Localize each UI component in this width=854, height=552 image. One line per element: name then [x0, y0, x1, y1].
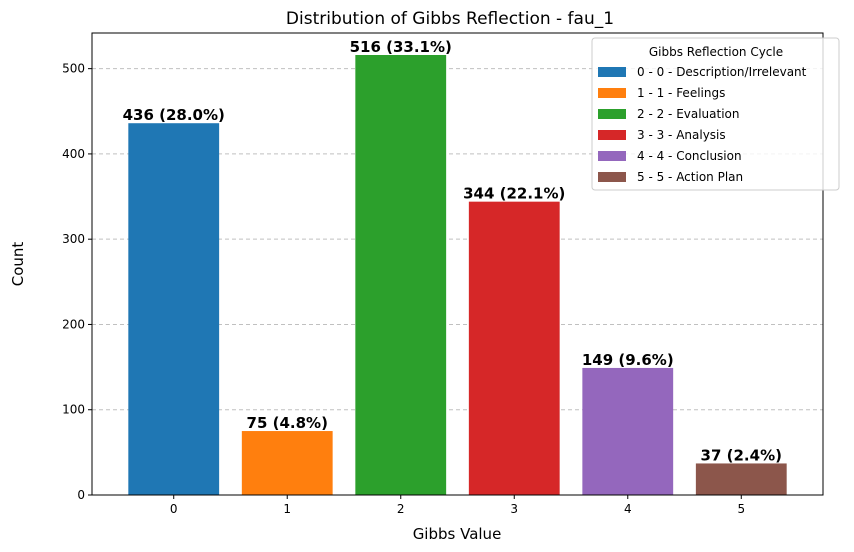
x-tick-label-2: 2 — [397, 502, 405, 516]
bar-1 — [241, 431, 333, 495]
y-tick-label-200: 200 — [62, 317, 85, 331]
bar-label-2: 516 (33.1%) — [350, 38, 452, 56]
bar-2 — [355, 55, 447, 495]
x-ticks: 0 1 2 3 4 5 — [170, 495, 745, 516]
bar-labels: 436 (28.0%) 75 (4.8%) 516 (33.1%) 344 (22.1… — [123, 38, 782, 464]
y-tick-label-300: 300 — [62, 232, 85, 246]
legend-swatch-0 — [598, 67, 626, 77]
x-axis-label: Gibbs Value — [413, 525, 502, 543]
bars — [128, 55, 787, 496]
y-ticks: 0 100 200 300 400 500 — [62, 62, 92, 502]
legend-entry-2: 2 - 2 - Evaluation — [637, 107, 740, 121]
x-tick-label-3: 3 — [510, 502, 518, 516]
axes — [91, 32, 824, 496]
legend-entry-3: 3 - 3 - Analysis — [637, 128, 726, 142]
y-tick-label-0: 0 — [77, 488, 85, 502]
bar-label-0: 436 (28.0%) — [123, 106, 225, 124]
bar-label-5: 37 (2.4%) — [701, 446, 782, 464]
bar-label-3: 344 (22.1%) — [463, 185, 565, 203]
legend-box — [591, 37, 840, 191]
bar-4 — [582, 367, 674, 495]
x-tick-label-1: 1 — [283, 502, 291, 516]
chart-title: Distribution of Gibbs Reflection - fau_1 — [286, 9, 614, 29]
bar-5 — [695, 463, 787, 495]
legend-swatch-1 — [598, 88, 626, 98]
x-tick-label-4: 4 — [624, 502, 632, 516]
y-tick-label-500: 500 — [62, 62, 85, 76]
plot-frame — [91, 32, 824, 496]
bar-label-1: 75 (4.8%) — [247, 414, 328, 432]
legend-swatch-4 — [598, 151, 626, 161]
x-tick-label-0: 0 — [170, 502, 178, 516]
y-tick-label-100: 100 — [62, 403, 85, 417]
y-tick-label-400: 400 — [62, 147, 85, 161]
legend-swatch-2 — [598, 109, 626, 119]
x-tick-label-5: 5 — [737, 502, 745, 516]
legend-swatch-3 — [598, 130, 626, 140]
legend-swatch-5 — [598, 172, 626, 182]
legend: Gibbs Reflection Cycle 0 - 0 - Descripti… — [591, 37, 840, 191]
legend-entry-5: 5 - 5 - Action Plan — [637, 170, 743, 184]
legend-entry-4: 4 - 4 - Conclusion — [637, 149, 742, 163]
legend-entries: 0 - 0 - Description/Irrelevant 1 - 1 - Fe… — [598, 65, 807, 184]
bar-0 — [128, 123, 220, 496]
y-axis-label: Count — [9, 242, 27, 287]
legend-entry-0: 0 - 0 - Description/Irrelevant — [637, 65, 807, 79]
bar-3 — [468, 201, 560, 495]
bar-label-4: 149 (9.6%) — [582, 351, 674, 369]
legend-title: Gibbs Reflection Cycle — [649, 45, 783, 59]
legend-entry-1: 1 - 1 - Feelings — [637, 86, 725, 100]
